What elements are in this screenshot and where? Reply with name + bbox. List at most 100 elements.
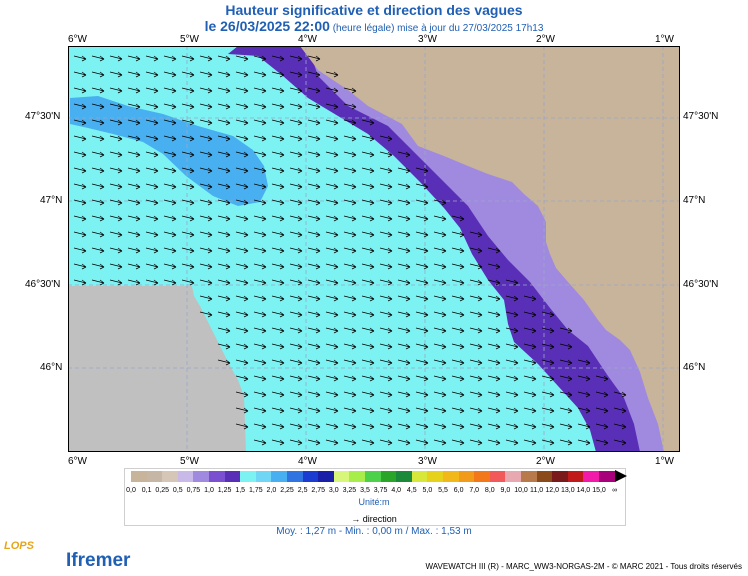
no-data-area <box>68 286 246 452</box>
direction-arrow <box>271 279 285 286</box>
lat-label-47-right: 47°N <box>683 195 706 206</box>
direction-arrow <box>559 439 573 446</box>
direction-arrow <box>271 55 285 62</box>
direction-arrow <box>289 151 303 158</box>
legend-level-label: 1,25 <box>217 487 232 494</box>
direction-arrow <box>253 103 267 110</box>
direction-arrow <box>343 375 357 382</box>
direction-arrow <box>379 311 393 318</box>
direction-arrow <box>271 295 285 302</box>
direction-arrow <box>235 263 249 270</box>
direction-arrow <box>541 311 555 318</box>
direction-arrow <box>181 55 195 62</box>
legend-swatch <box>131 471 147 482</box>
direction-arrow <box>523 295 537 302</box>
legend-level-label: 2,5 <box>297 487 308 494</box>
direction-arrow <box>307 247 321 254</box>
legend-swatch <box>255 471 272 482</box>
direction-arrow <box>217 279 231 286</box>
direction-arrow <box>451 391 465 398</box>
direction-arrow <box>487 407 501 414</box>
direction-arrow <box>253 407 267 414</box>
direction-arrow <box>253 215 267 222</box>
direction-arrow <box>91 183 105 190</box>
direction-arrow <box>253 263 267 270</box>
direction-arrow <box>253 439 267 446</box>
direction-arrow <box>73 87 87 94</box>
direction-arrow <box>325 199 339 206</box>
direction-arrow <box>343 167 357 174</box>
direction-arrow <box>433 375 447 382</box>
direction-arrow <box>379 279 393 286</box>
direction-arrow <box>505 295 519 302</box>
lat-label-46-left: 46°N <box>40 362 63 373</box>
direction-arrow <box>271 391 285 398</box>
lat-label-47-left: 47°N <box>40 195 63 206</box>
legend-swatch <box>599 471 615 482</box>
direction-arrow <box>433 295 447 302</box>
direction-arrow <box>451 247 465 254</box>
legend-swatch <box>536 471 553 482</box>
direction-arrow <box>433 263 447 270</box>
direction-arrow <box>181 119 195 126</box>
direction-arrow <box>253 71 267 78</box>
direction-arrow <box>415 183 429 190</box>
direction-arrow <box>235 87 249 94</box>
footer-credits: WAVEWATCH III (R) - MARC_WW3-NORGAS-2M -… <box>425 562 742 571</box>
lon-label-5w-top: 5°W <box>180 34 199 45</box>
direction-arrow <box>559 343 573 350</box>
direction-arrow <box>235 55 249 62</box>
direction-arrow <box>361 311 375 318</box>
direction-arrow <box>181 183 195 190</box>
direction-arrow <box>199 71 213 78</box>
legend-swatch <box>380 471 397 482</box>
direction-arrow <box>289 327 303 334</box>
direction-arrow <box>217 327 231 334</box>
direction-arrow <box>595 375 609 382</box>
direction-arrow <box>289 407 303 414</box>
direction-arrow <box>109 215 123 222</box>
direction-arrow <box>397 407 411 414</box>
legend-level-label: 4,5 <box>406 487 417 494</box>
direction-arrow <box>235 311 249 318</box>
direction-arrow <box>415 375 429 382</box>
direction-arrow <box>505 359 519 366</box>
direction-arrow <box>235 359 249 366</box>
direction-arrow <box>307 375 321 382</box>
direction-arrow <box>271 407 285 414</box>
direction-arrow <box>433 311 447 318</box>
direction-arrow <box>199 247 213 254</box>
direction-arrow <box>73 55 87 62</box>
direction-arrow <box>127 247 141 254</box>
legend-level-label: 1,0 <box>204 487 214 494</box>
direction-arrow <box>199 119 213 126</box>
direction-arrow <box>127 215 141 222</box>
direction-arrow <box>397 375 411 382</box>
direction-arrow <box>559 359 573 366</box>
direction-arrow <box>253 423 267 430</box>
direction-arrow <box>379 391 393 398</box>
direction-arrow <box>271 167 285 174</box>
legend-swatch <box>505 471 522 482</box>
direction-arrow <box>613 423 627 430</box>
legend-level-label: 0,1 <box>141 487 152 494</box>
lon-label-2w-top: 2°W <box>536 34 555 45</box>
direction-arrow <box>235 71 249 78</box>
direction-arrow <box>181 215 195 222</box>
direction-arrow <box>523 359 537 366</box>
direction-arrow <box>235 295 249 302</box>
direction-arrow <box>127 119 141 126</box>
direction-arrow <box>235 135 249 142</box>
direction-arrow <box>271 103 285 110</box>
direction-arrow <box>307 391 321 398</box>
direction-arrow <box>559 391 573 398</box>
legend-swatch <box>567 471 584 482</box>
direction-arrow <box>523 423 537 430</box>
direction-arrow <box>451 311 465 318</box>
direction-arrow <box>379 215 393 222</box>
direction-arrow <box>307 103 321 110</box>
legend-swatch <box>318 471 335 482</box>
direction-arrow <box>127 71 141 78</box>
direction-arrow <box>469 263 483 270</box>
wave-height-map[interactable] <box>68 46 680 452</box>
